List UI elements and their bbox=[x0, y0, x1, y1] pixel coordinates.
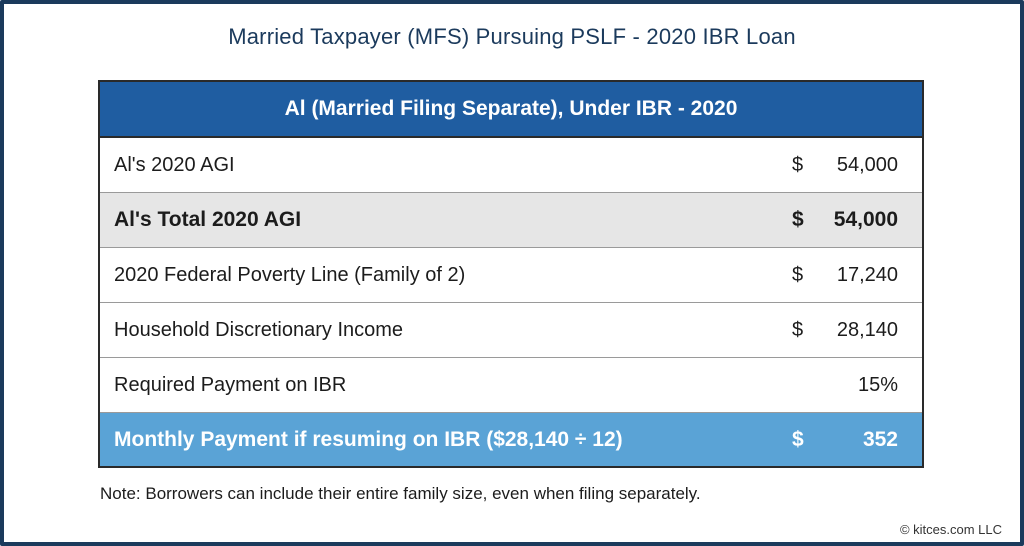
row-label: Al's 2020 AGI bbox=[114, 153, 235, 176]
row-label: 2020 Federal Poverty Line (Family of 2) bbox=[114, 263, 466, 286]
table-row-required-payment: Required Payment on IBR 15% bbox=[100, 358, 922, 413]
currency-symbol: $ bbox=[792, 263, 804, 286]
footnote: Note: Borrowers can include their entire… bbox=[100, 484, 701, 503]
currency-symbol: $ bbox=[792, 427, 804, 451]
table-row-total-agi: Al's Total 2020 AGI $ 54,000 bbox=[100, 193, 922, 248]
row-value: 54,000 bbox=[833, 208, 898, 231]
currency-symbol: $ bbox=[792, 153, 804, 176]
table-row-agi: Al's 2020 AGI $ 54,000 bbox=[100, 138, 922, 193]
row-value: 54,000 bbox=[836, 153, 898, 176]
table-row-monthly-payment: Monthly Payment if resuming on IBR ($28,… bbox=[100, 413, 922, 466]
row-value: 15% bbox=[857, 373, 898, 396]
table-header: Al (Married Filing Separate), Under IBR … bbox=[100, 82, 922, 138]
table-row-discretionary-income: Household Discretionary Income $ 28,140 bbox=[100, 303, 922, 358]
copyright-notice: © kitces.com LLC bbox=[899, 522, 1002, 537]
row-value: 17,240 bbox=[836, 263, 898, 286]
row-value: 352 bbox=[862, 427, 898, 451]
table-row-poverty-line: 2020 Federal Poverty Line (Family of 2) … bbox=[100, 248, 922, 303]
row-label: Al's Total 2020 AGI bbox=[114, 208, 302, 231]
row-value: 28,140 bbox=[836, 318, 898, 341]
currency-symbol: $ bbox=[792, 208, 804, 231]
page-title: Married Taxpayer (MFS) Pursuing PSLF - 2… bbox=[228, 24, 796, 49]
currency-symbol: $ bbox=[792, 318, 804, 341]
row-label: Required Payment on IBR bbox=[114, 373, 347, 396]
row-label: Monthly Payment if resuming on IBR ($28,… bbox=[114, 427, 623, 451]
row-label: Household Discretionary Income bbox=[114, 318, 404, 341]
ibr-table: Al (Married Filing Separate), Under IBR … bbox=[98, 80, 924, 468]
